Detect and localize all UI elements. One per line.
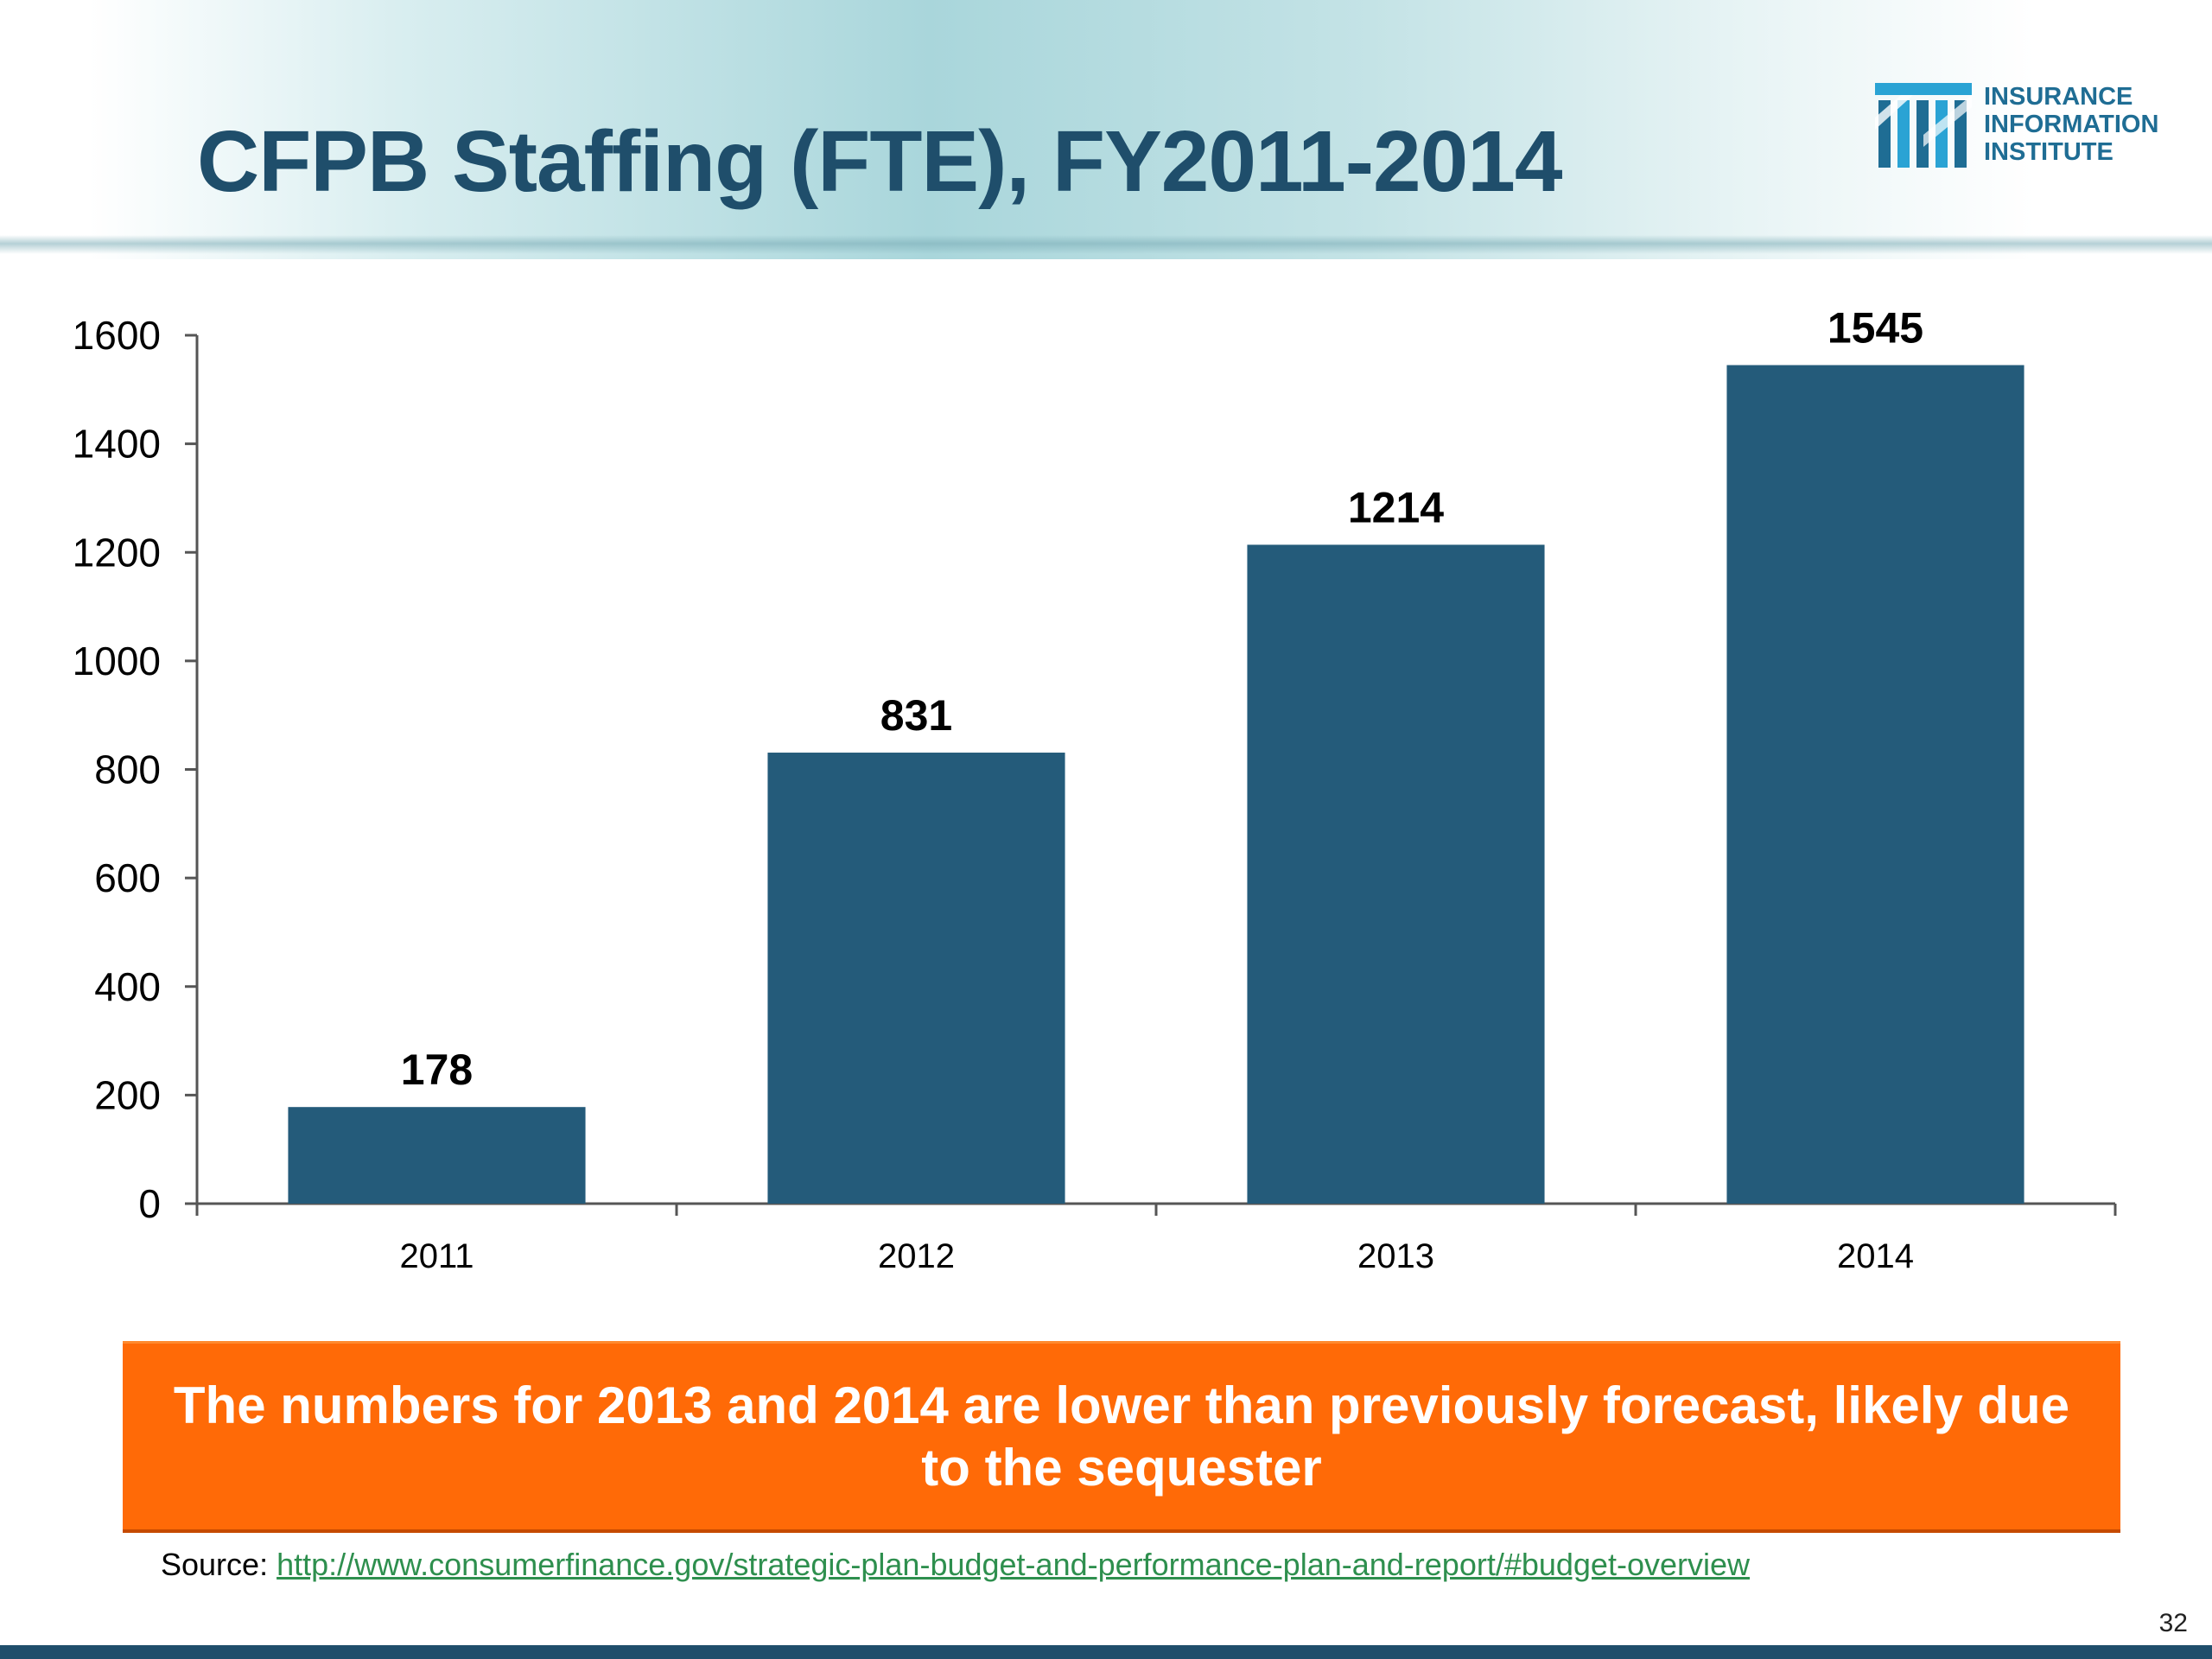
footer-bar xyxy=(0,1645,2212,1659)
bar xyxy=(1247,544,1545,1204)
y-tick-label: 800 xyxy=(94,747,161,792)
y-tick-label: 1400 xyxy=(73,422,161,467)
bar xyxy=(288,1107,586,1204)
logo-text: INSURANCE INFORMATION INSTITUTE xyxy=(1984,83,2158,166)
x-tick-label: 2012 xyxy=(878,1237,955,1275)
logo-line-3: INSTITUTE xyxy=(1984,138,2113,166)
bar xyxy=(1726,365,2024,1204)
data-label: 1545 xyxy=(1827,304,1923,353)
staffing-bar-chart: 0 200 400 600 800 1000 1200 1400 1600 178 2011 831 2… xyxy=(73,304,2117,1275)
logo-mark-icon xyxy=(1875,83,1972,168)
y-tick-label: 1600 xyxy=(73,313,161,358)
page-number: 32 xyxy=(2158,1609,2188,1637)
y-tick-label: 0 xyxy=(138,1181,161,1226)
slide-title: CFPB Staffing (FTE), FY2011-2014 xyxy=(197,113,1562,210)
x-tick-label: 2013 xyxy=(1357,1237,1434,1275)
data-label: 178 xyxy=(401,1046,473,1094)
y-tick-label: 200 xyxy=(94,1072,161,1117)
y-tick-label: 1000 xyxy=(73,639,161,683)
callout-text: The numbers for 2013 and 2014 are lower … xyxy=(173,1376,2070,1497)
x-tick-label: 2014 xyxy=(1837,1237,1914,1275)
y-tick-label: 1200 xyxy=(73,530,161,575)
y-tick-label: 600 xyxy=(94,855,161,900)
bar xyxy=(767,753,1065,1204)
source-label: Source: xyxy=(161,1547,269,1582)
y-tick-label: 400 xyxy=(94,964,161,1009)
source-link[interactable]: http://www.consumerfinance.gov/strategic… xyxy=(276,1547,1750,1582)
iii-logo: INSURANCE INFORMATION INSTITUTE xyxy=(1875,83,2186,169)
data-label: 1214 xyxy=(1348,483,1444,531)
x-tick-label: 2011 xyxy=(399,1237,474,1275)
callout-box: The numbers for 2013 and 2014 are lower … xyxy=(123,1341,2120,1533)
header-divider xyxy=(0,235,2212,254)
logo-line-2: INFORMATION xyxy=(1984,111,2159,138)
data-label: 831 xyxy=(880,691,952,740)
logo-line-1: INSURANCE xyxy=(1984,83,2133,111)
slide-header xyxy=(0,0,2212,259)
source-line: Source: http://www.consumerfinance.gov/s… xyxy=(161,1547,1750,1583)
